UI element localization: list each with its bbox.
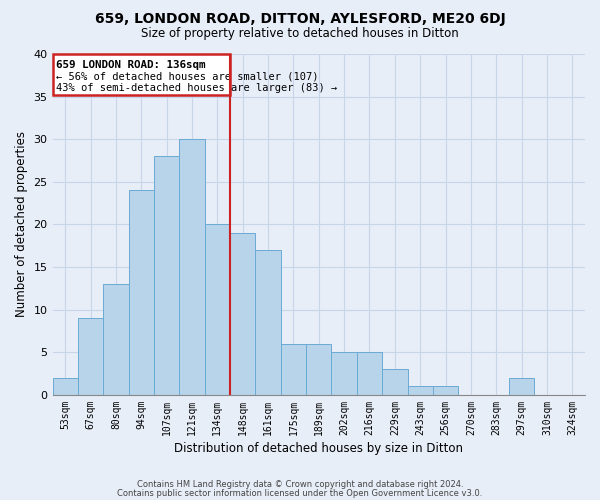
Text: Size of property relative to detached houses in Ditton: Size of property relative to detached ho… xyxy=(141,28,459,40)
Bar xyxy=(509,378,534,395)
Bar xyxy=(128,190,154,395)
X-axis label: Distribution of detached houses by size in Ditton: Distribution of detached houses by size … xyxy=(174,442,463,455)
FancyBboxPatch shape xyxy=(53,54,230,95)
Bar xyxy=(53,378,78,395)
Bar xyxy=(382,370,407,395)
Bar xyxy=(78,318,103,395)
Y-axis label: Number of detached properties: Number of detached properties xyxy=(15,132,28,318)
Text: 43% of semi-detached houses are larger (83) →: 43% of semi-detached houses are larger (… xyxy=(56,84,338,94)
Bar xyxy=(306,344,331,395)
Text: ← 56% of detached houses are smaller (107): ← 56% of detached houses are smaller (10… xyxy=(56,72,319,82)
Bar xyxy=(331,352,357,395)
Text: 659 LONDON ROAD: 136sqm: 659 LONDON ROAD: 136sqm xyxy=(56,60,206,70)
Text: 659, LONDON ROAD, DITTON, AYLESFORD, ME20 6DJ: 659, LONDON ROAD, DITTON, AYLESFORD, ME2… xyxy=(95,12,505,26)
Bar xyxy=(179,139,205,395)
Bar xyxy=(357,352,382,395)
Text: Contains HM Land Registry data © Crown copyright and database right 2024.: Contains HM Land Registry data © Crown c… xyxy=(137,480,463,489)
Bar xyxy=(281,344,306,395)
Bar xyxy=(230,233,256,395)
Bar xyxy=(433,386,458,395)
Bar xyxy=(205,224,230,395)
Bar xyxy=(256,250,281,395)
Text: Contains public sector information licensed under the Open Government Licence v3: Contains public sector information licen… xyxy=(118,488,482,498)
Bar xyxy=(154,156,179,395)
Bar xyxy=(407,386,433,395)
Bar xyxy=(103,284,128,395)
